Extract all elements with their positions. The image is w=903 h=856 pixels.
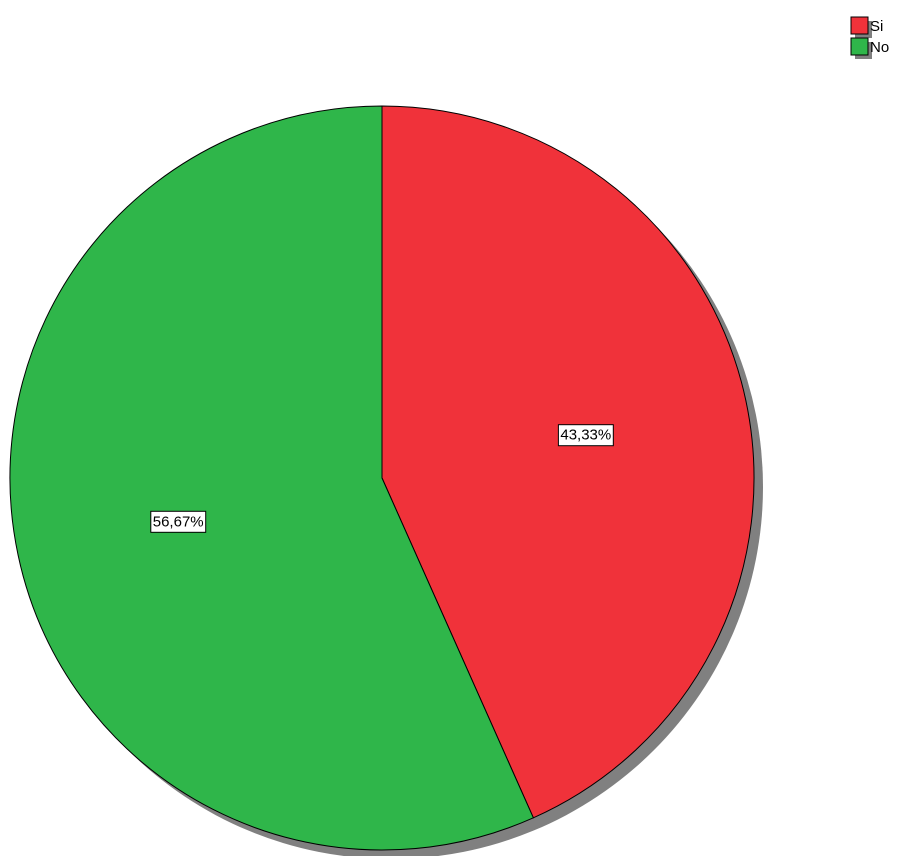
data-label-box [557, 424, 614, 447]
legend-label: No [870, 39, 889, 56]
legend-item-si: Si [850, 16, 883, 38]
data-label-box [150, 510, 207, 533]
pie-slices [9, 105, 763, 856]
legend-item-no: No [850, 37, 889, 59]
data-label-si: 43,33% [557, 424, 614, 447]
pie-data-labels: 43,33% 56,67% [150, 424, 614, 533]
data-label-no: 56,67% [150, 510, 207, 533]
legend-label: Si [870, 18, 883, 35]
data-label-text: 56,67% [153, 513, 204, 530]
data-label-text: 43,33% [560, 427, 611, 444]
legend-swatch [850, 16, 869, 35]
pie-slice-no [9, 105, 534, 851]
legend-swatch [850, 37, 869, 56]
chart-legend: Si No [850, 16, 889, 59]
pie-slice-si [381, 105, 755, 819]
